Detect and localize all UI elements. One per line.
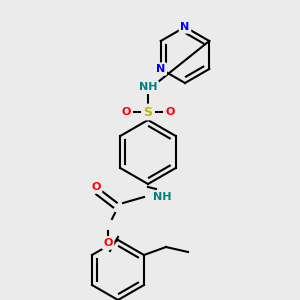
Text: O: O [103, 238, 113, 248]
Text: NH: NH [153, 192, 171, 202]
Text: N: N [156, 64, 165, 74]
Text: O: O [165, 107, 175, 117]
Text: O: O [91, 182, 101, 192]
Text: S: S [143, 106, 152, 118]
Text: O: O [121, 107, 131, 117]
Text: NH: NH [139, 82, 157, 92]
Text: N: N [180, 22, 190, 32]
